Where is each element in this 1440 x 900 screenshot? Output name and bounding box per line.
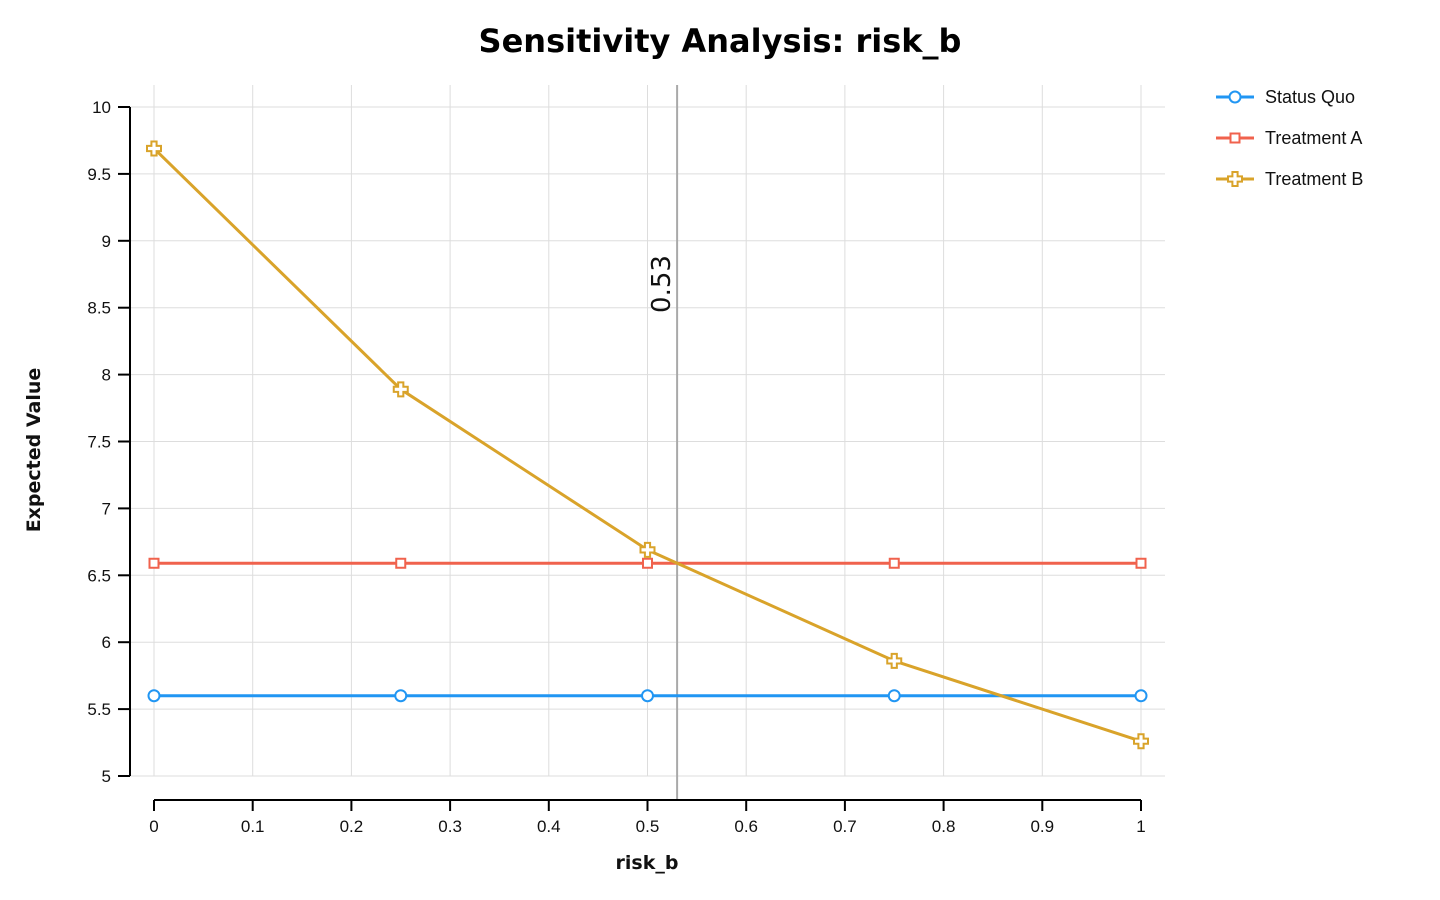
y-tick-label: 10 — [92, 98, 111, 117]
series-treatment-a — [148, 557, 1147, 569]
grid — [130, 85, 1165, 777]
y-tick-label: 5.5 — [87, 700, 111, 719]
y-tick-label: 7 — [102, 499, 111, 518]
data-point-status-quo — [147, 689, 161, 703]
data-point-treatment-a — [1135, 557, 1147, 569]
x-tick-label: 1 — [1136, 817, 1145, 836]
x-tick-label: 0.9 — [1030, 817, 1054, 836]
x-tick-label: 0.5 — [636, 817, 660, 836]
legend-label: Treatment A — [1265, 128, 1362, 148]
x-tick-label: 0.2 — [340, 817, 364, 836]
threshold-marker: 0.53 — [647, 85, 679, 800]
y-tick-label: 7.5 — [87, 433, 111, 452]
x-tick-label: 0.4 — [537, 817, 561, 836]
data-point-status-quo — [887, 689, 901, 703]
data-point-treatment-a — [888, 557, 900, 569]
legend-item-treatment-a: Treatment A — [1216, 128, 1362, 148]
data-point-treatment-b — [392, 381, 409, 398]
data-point-treatment-b — [1133, 733, 1149, 750]
data-point-status-quo — [1134, 689, 1148, 703]
series-status-quo — [147, 689, 1148, 703]
data-point-treatment-a — [148, 557, 160, 569]
legend-marker — [1228, 90, 1242, 104]
data-point-treatment-b — [639, 541, 656, 558]
x-axis-label: risk_b — [616, 852, 679, 874]
x-tick-label: 0.7 — [833, 817, 857, 836]
y-tick-label: 8 — [102, 366, 111, 385]
series-treatment-b — [146, 140, 1149, 750]
y-tick-label: 8.5 — [87, 299, 111, 318]
y-axis-label: Expected Value — [23, 368, 45, 533]
y-tick-label: 6 — [102, 633, 111, 652]
legend-marker — [1227, 171, 1243, 187]
legend-item-status-quo: Status Quo — [1216, 87, 1355, 107]
threshold-label: 0.53 — [647, 255, 677, 313]
x-tick-label: 0.8 — [932, 817, 956, 836]
x-tick-label: 0.1 — [241, 817, 265, 836]
legend-label: Treatment B — [1265, 169, 1363, 189]
y-tick-label: 9 — [102, 232, 111, 251]
x-tick-label: 0.3 — [438, 817, 462, 836]
axes: 5 5.5 6 6.5 7 7.5 8 8.5 9 9.5 10 0 0.1 0.2 0.3 0.4 0.5 0.… — [87, 98, 1145, 836]
y-tick-label: 9.5 — [87, 165, 111, 184]
chart-title: Sensitivity Analysis: risk_b — [479, 22, 962, 60]
x-tick-label: 0.6 — [734, 817, 758, 836]
data-point-treatment-a — [395, 557, 407, 569]
data-series — [146, 140, 1149, 750]
y-tick-label: 6.5 — [87, 566, 111, 585]
data-point-status-quo — [394, 689, 408, 703]
data-point-treatment-b — [886, 652, 903, 669]
data-point-treatment-b — [146, 140, 162, 157]
x-tick-label: 0 — [149, 817, 158, 836]
legend: Status Quo Treatment A Treatment B — [1216, 87, 1363, 189]
data-point-status-quo — [641, 689, 654, 703]
legend-item-treatment-b: Treatment B — [1216, 169, 1363, 189]
legend-marker — [1229, 132, 1241, 144]
y-tick-label: 5 — [102, 767, 111, 786]
data-point-treatment-a — [642, 557, 653, 569]
legend-label: Status Quo — [1265, 87, 1355, 107]
